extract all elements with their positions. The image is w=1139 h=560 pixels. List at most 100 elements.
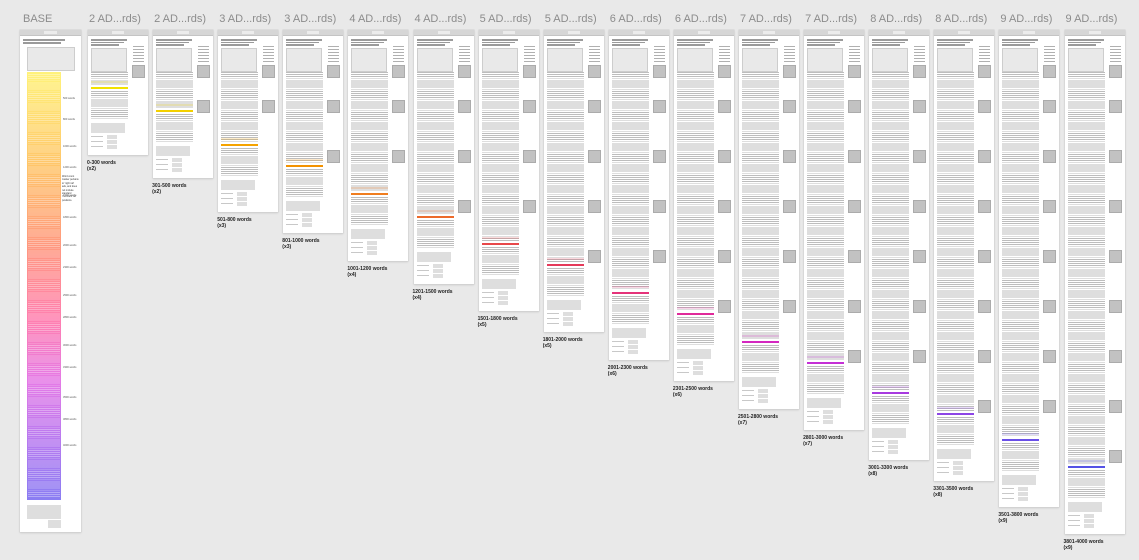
browser-chrome <box>804 30 865 36</box>
related-link <box>351 247 364 249</box>
article-headline-line-2 <box>872 41 906 43</box>
browser-chrome <box>218 30 279 36</box>
article-headline-line-3 <box>221 44 250 46</box>
related-link <box>546 318 559 320</box>
article-body-text <box>807 72 845 360</box>
article-headline-line-2 <box>676 41 710 43</box>
right-rail-ad <box>1108 65 1122 78</box>
sidebar-link <box>653 55 665 57</box>
article-body-text <box>156 72 194 108</box>
sidebar-link <box>1044 58 1056 60</box>
sidebar-link <box>979 52 991 54</box>
word-range: 1501-1800 words <box>477 316 518 322</box>
article-headline <box>872 39 909 41</box>
sidebar-link <box>328 49 340 51</box>
related-thumb <box>1083 524 1094 528</box>
sidebar-link <box>458 58 470 60</box>
artboard-3501-3800-words[interactable] <box>999 30 1060 507</box>
artboard-501-800-words[interactable] <box>218 30 279 212</box>
hero-image-placeholder <box>221 48 258 72</box>
sidebar-link <box>979 55 991 57</box>
word-count-marker: 500 words <box>63 97 75 100</box>
artboard-3001-3300-words[interactable] <box>869 30 930 460</box>
article-body-text <box>221 72 259 142</box>
word-range-label: 0-300 words (x2) <box>87 160 116 172</box>
hero-image-placeholder <box>807 48 844 72</box>
related-link <box>1002 488 1015 490</box>
artboard-301-500-words[interactable] <box>153 30 214 178</box>
artboard-base[interactable]: 500 words 800 words 1000 words 1200 words 15… <box>20 30 81 532</box>
article-headline-line-2 <box>416 41 450 43</box>
artboard-1801-2000-words[interactable] <box>543 30 604 332</box>
incontent-ad-marker <box>416 216 454 218</box>
article-headline <box>546 39 583 41</box>
artboard-2801-3000-words[interactable] <box>804 30 865 430</box>
related-thumb <box>172 168 183 172</box>
right-rail-ad <box>1108 200 1122 213</box>
related-link <box>1067 520 1080 522</box>
right-rail-ad <box>848 250 862 263</box>
article-body-text-continued <box>351 197 389 225</box>
artboard-2301-2500-words[interactable] <box>673 30 734 381</box>
word-range: 2801-3000 words <box>803 435 844 441</box>
hero-image-placeholder <box>546 48 583 72</box>
related-thumb <box>172 163 183 167</box>
word-range-label: 3501-3800 words (x9) <box>998 512 1038 524</box>
related-link <box>611 341 624 343</box>
related-image <box>156 146 191 156</box>
artboard-1201-1500-words[interactable] <box>413 30 474 284</box>
right-rail-ad <box>132 65 145 78</box>
sidebar-link <box>718 61 730 63</box>
hero-image-placeholder <box>676 48 713 72</box>
related-thumb <box>627 340 638 344</box>
artboard-801-1000-words[interactable] <box>283 30 344 233</box>
related-link <box>416 275 429 277</box>
sidebar-link <box>263 52 275 54</box>
article-body-text-continued <box>221 148 259 176</box>
word-count-note: Word count marker pertains to 'right rai… <box>62 175 79 202</box>
article-headline-line-3 <box>546 44 575 46</box>
related-thumb <box>888 440 899 444</box>
artboard-title: 8 AD...rds) <box>870 13 923 25</box>
artboard-title: 4 AD...rds) <box>414 13 467 25</box>
right-rail-ad <box>913 300 927 313</box>
right-rail-ad <box>652 200 666 213</box>
right-rail-ad <box>1043 400 1057 413</box>
word-range-label: 1501-1800 words (x5) <box>478 316 518 328</box>
sidebar-link <box>718 58 730 60</box>
artboard-1501-1800-words[interactable] <box>478 30 539 311</box>
right-rail-ad <box>783 65 796 78</box>
artboard-2501-2800-words[interactable] <box>739 30 799 409</box>
artboard-2001-2300-words[interactable] <box>608 30 669 360</box>
ad-count: (x4) <box>347 272 357 278</box>
word-count-marker: 1200 words <box>63 166 77 169</box>
sidebar-link <box>784 55 795 57</box>
browser-chrome <box>153 30 214 36</box>
hero-image-placeholder <box>156 48 193 72</box>
related-link <box>742 395 754 397</box>
article-headline <box>1002 39 1039 41</box>
sidebar-link <box>133 52 144 54</box>
related-link <box>937 472 950 474</box>
word-range: 301-500 words <box>152 183 187 189</box>
related-link <box>611 351 624 353</box>
article-headline-line-2 <box>23 42 61 44</box>
sidebar-link <box>653 58 665 60</box>
article-body-text-continued <box>481 247 519 275</box>
artboard-1001-1200-words[interactable] <box>348 30 409 261</box>
article-headline-line-3 <box>286 44 315 46</box>
artboard-0-300-words[interactable] <box>88 30 148 155</box>
artboard-3301-3500-words[interactable] <box>934 30 995 481</box>
related-thumb <box>758 389 768 393</box>
browser-chrome <box>739 30 799 36</box>
right-rail-ad <box>717 250 731 263</box>
artboard-3801-4000-words[interactable] <box>1064 30 1125 534</box>
incontent-ad-marker <box>481 243 519 245</box>
related-thumb <box>432 269 443 273</box>
related-image <box>351 229 386 239</box>
word-range-label: 1801-2000 words (x5) <box>543 337 583 349</box>
related-link <box>1002 498 1015 500</box>
related-thumb <box>432 264 443 268</box>
url-bar <box>242 31 255 34</box>
article-headline <box>416 39 453 41</box>
